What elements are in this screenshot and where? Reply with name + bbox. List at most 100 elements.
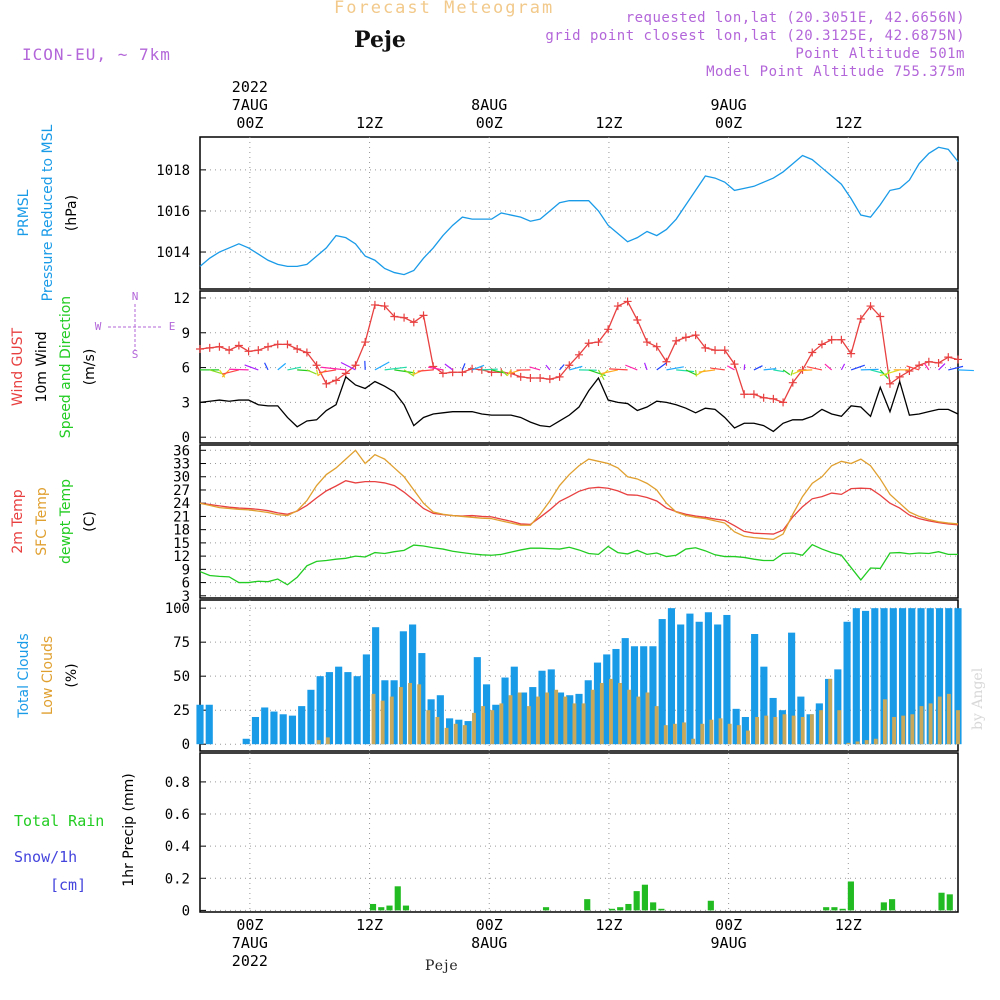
clouds-ylabel: (%) — [64, 663, 80, 687]
gust-marker — [691, 331, 700, 340]
wind-direction-arrow — [643, 362, 648, 371]
gust-marker — [652, 342, 661, 351]
temperature-ytick-label: 12 — [173, 549, 190, 565]
clouds-bar — [746, 730, 750, 745]
compass-n: N — [132, 290, 139, 303]
gust-marker — [788, 378, 797, 387]
gust-marker — [575, 350, 583, 359]
clouds-bar — [554, 689, 559, 745]
clouds-bar — [880, 608, 888, 745]
clouds-bar — [714, 624, 722, 745]
wind-direction-arrow — [264, 362, 269, 371]
clouds-bar — [782, 714, 787, 745]
bottom-time-label: 12Z — [356, 916, 383, 934]
wind-direction-arrow — [957, 369, 974, 372]
clouds-bar — [575, 693, 583, 745]
wind-direction-arrow — [417, 369, 434, 372]
panel-pressure: 1014 1016 1018 PRMSL Pressure Reduced to MSL… — [16, 124, 959, 301]
requested-coords: requested lon,lat (20.3051E, 42.6656N) — [625, 10, 965, 26]
clouds-bar — [408, 682, 412, 745]
bottom-time-label: 12Z — [835, 916, 862, 934]
clouds-bar — [593, 662, 602, 745]
clouds-bar — [727, 723, 732, 745]
wind-ytick-label: 0 — [182, 430, 190, 446]
wind-direction-arrow — [481, 368, 498, 371]
wind-ytick-label: 12 — [173, 291, 190, 307]
gust-marker — [944, 353, 953, 362]
precip-bar — [938, 892, 945, 911]
clouds-bar — [873, 738, 878, 745]
temperature-ytick-label: 27 — [173, 483, 190, 499]
bottom-time-label: 12Z — [595, 916, 622, 934]
wind-direction-arrow — [879, 369, 900, 377]
wind-direction-arrow — [676, 369, 695, 373]
clouds-bar — [581, 703, 586, 745]
model-point-altitude: Model Point Altitude 755.375m — [706, 64, 965, 80]
precip-bar — [584, 899, 591, 911]
clouds-bar — [956, 710, 960, 745]
precip-bar — [369, 903, 377, 911]
wind-direction-arrow — [222, 369, 240, 375]
clouds-bar — [809, 714, 814, 745]
wind-direction-arrow — [316, 369, 319, 376]
compass-s: S — [132, 348, 139, 361]
precip-ytick-label: 0 — [182, 903, 190, 919]
clouds-bar — [481, 706, 486, 745]
clouds-bar — [325, 672, 333, 745]
clouds-bar — [251, 716, 260, 745]
gust-marker — [613, 302, 622, 311]
pressure-ylabel: Pressure Reduced to MSL — [40, 124, 56, 301]
clouds-bar — [517, 692, 522, 745]
clouds-bar — [682, 722, 686, 745]
temperature-frame — [199, 444, 959, 599]
precip-bar — [625, 903, 632, 911]
gust-marker — [225, 346, 234, 355]
precip-frame — [199, 752, 959, 913]
temperature-series-line — [199, 543, 958, 586]
clouds-bar — [535, 696, 540, 745]
gust-marker — [759, 393, 768, 402]
bottom-year-label: 2022 — [232, 952, 268, 970]
gust-marker — [293, 345, 302, 354]
wind-direction-arrow — [461, 363, 466, 371]
wind-direction-arrow — [753, 365, 763, 371]
temperature-ylabel: dewpt Temp — [58, 479, 74, 564]
clouds-bar — [686, 613, 694, 745]
clouds-bar — [855, 741, 860, 745]
gust-marker — [847, 349, 856, 358]
gust-marker — [526, 374, 535, 383]
panel-wind: 0 3 6 9 12 Wind GUST 10m Wind Speed and Directi… — [10, 290, 974, 446]
clouds-bar — [663, 725, 668, 745]
clouds-bar — [547, 669, 555, 745]
clouds-bar — [519, 692, 528, 745]
wind-direction-arrow — [384, 366, 407, 371]
clouds-bar — [778, 710, 786, 745]
clouds-bar — [444, 727, 449, 745]
clouds-bar — [732, 708, 740, 745]
gust-marker — [244, 347, 253, 356]
clouds-bar — [353, 676, 361, 745]
temperature-ytick-label: 15 — [173, 536, 190, 552]
gust-marker — [701, 343, 710, 352]
wind-direction-arrow — [906, 365, 920, 371]
footer-location: Peje — [425, 958, 459, 974]
clouds-bar — [769, 697, 777, 745]
clouds-bar — [490, 710, 495, 745]
precip-bar — [394, 886, 401, 911]
clouds-bar — [508, 695, 513, 745]
clouds-bar — [417, 684, 422, 745]
precip-bar — [633, 891, 640, 911]
clouds-bar — [946, 693, 951, 745]
wind-direction-arrow — [244, 364, 259, 371]
clouds-bar — [499, 703, 504, 745]
gust-marker — [545, 375, 554, 384]
gust-marker — [429, 362, 438, 371]
temperature-ylabel: SFC Temp — [34, 487, 50, 556]
clouds-bar — [695, 621, 703, 745]
clouds-bar — [672, 723, 677, 745]
temperature-ylabel: 2m Temp — [10, 489, 26, 553]
precip-bar — [946, 894, 953, 911]
clouds-bar — [473, 657, 481, 745]
wind-ytick-label: 9 — [182, 326, 190, 342]
